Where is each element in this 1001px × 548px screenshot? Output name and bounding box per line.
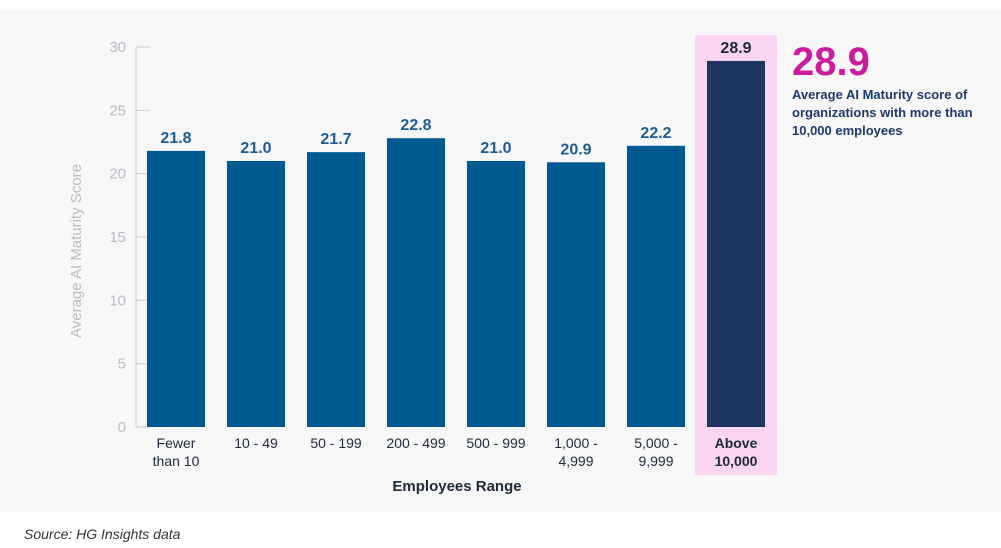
bar	[387, 138, 445, 427]
x-category-label: 200 - 499	[386, 435, 445, 451]
bar-value-label: 21.7	[320, 131, 351, 148]
y-tick-label: 30	[109, 39, 126, 56]
y-tick-label: 0	[118, 419, 126, 436]
bar	[307, 152, 365, 427]
bar	[467, 161, 525, 427]
source-note: Source: HG Insights data	[24, 526, 181, 542]
bar-value-label: 21.0	[480, 140, 511, 157]
bar	[547, 162, 605, 427]
callout-description: Average AI Maturity score of organizatio…	[792, 87, 973, 138]
x-category-label: Above 10,000	[715, 435, 758, 469]
bar-value-label: 21.0	[240, 140, 271, 157]
y-tick-label: 25	[109, 102, 126, 119]
bar	[227, 161, 285, 427]
x-category-label: 50 - 199	[310, 435, 362, 451]
bar	[147, 150, 205, 427]
highlight-callout: 28.9 Average AI Maturity score of organi…	[792, 40, 992, 140]
y-tick-label: 20	[109, 166, 126, 183]
x-category-label: 1,000 -4,999	[554, 435, 598, 469]
y-axis-title: Average AI Maturity Score	[68, 164, 85, 338]
bar-value-label: 22.2	[640, 125, 671, 142]
x-category-label: 500 - 999	[466, 435, 525, 451]
bar-value-label: 21.8	[160, 130, 191, 147]
y-tick-label: 5	[118, 356, 126, 373]
x-category-label: Fewer than 10	[153, 435, 200, 469]
callout-value: 28.9	[792, 40, 870, 84]
x-category-label: 10 - 49	[234, 435, 278, 451]
bar-value-label: 28.9	[720, 40, 751, 57]
y-tick-label: 10	[109, 292, 126, 309]
bar-value-label: 20.9	[560, 141, 591, 158]
bar-chart: 0 5 10 15 20 25 30 Average AI Maturity Score 21.…	[68, 35, 777, 495]
bar-highlighted	[707, 60, 765, 427]
bar	[627, 145, 685, 428]
bar-value-label: 22.8	[400, 117, 431, 134]
chart-panel: 0 5 10 15 20 25 30 Average AI Maturity Score 21.…	[0, 10, 1001, 512]
x-axis-title: Employees Range	[392, 478, 521, 495]
y-tick-label: 15	[109, 229, 126, 246]
x-category-label: 5,000 -9,999	[634, 435, 678, 469]
